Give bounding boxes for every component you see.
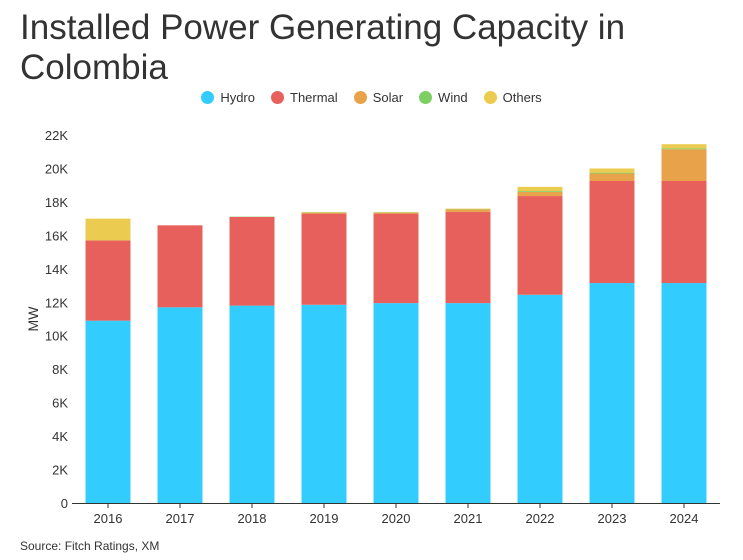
bar-hydro-2022 [517,294,563,503]
legend-label-others: Others [502,90,542,105]
legend-item-others[interactable]: Others [483,90,542,105]
legend-label-thermal: Thermal [290,90,338,105]
bar-thermal-2016 [85,240,131,321]
legend-item-hydro[interactable]: Hydro [201,90,255,105]
bar-solar-2020 [373,212,419,214]
y-tick-label: 20K [45,161,68,176]
y-tick-label: 12K [45,295,68,310]
bar-hydro-2017 [157,307,203,503]
bar-solar-2023 [589,173,635,181]
y-tick-label: 10K [45,329,68,344]
bar-hydro-2016 [85,320,131,503]
bar-others-2023 [589,168,635,173]
legend-label-solar: Solar [372,90,404,105]
bar-others-2020 [373,211,419,213]
y-tick-label: 18K [45,195,68,210]
bar-hydro-2023 [589,283,635,503]
source-note: Source: Fitch Ratings, XM [20,539,160,553]
y-tick-label: 2K [52,463,68,478]
bar-thermal-2017 [157,225,203,308]
bar-solar-2022 [517,191,563,197]
bar-solar-2019 [301,212,347,214]
bar-hydro-2019 [301,304,347,503]
bar-thermal-2022 [517,196,563,295]
bar-thermal-2023 [589,181,635,284]
bar-solar-2021 [445,209,491,212]
bar-hydro-2018 [229,305,275,503]
legend-swatch-wind [419,91,433,104]
x-tick-label-2018: 2018 [238,511,267,526]
bar-wind-2022 [517,191,563,192]
bar-thermal-2021 [445,211,491,304]
y-tick-label: 14K [45,262,68,277]
x-tick-label-2021: 2021 [454,511,483,526]
bar-hydro-2024 [661,283,707,503]
legend-item-wind[interactable]: Wind [419,90,468,105]
x-tick-label-2022: 2022 [526,511,555,526]
bar-wind-2023 [589,172,635,174]
bar-wind-2024 [661,148,707,150]
bar-solar-2024 [661,149,707,181]
legend-label-wind: Wind [438,90,468,105]
legend-swatch-solar [353,91,367,104]
bar-thermal-2019 [301,213,347,305]
bar-thermal-2024 [661,181,707,284]
y-tick-label: 22K [45,128,68,143]
y-tick-label: 6K [52,396,68,411]
x-tick-label-2016: 2016 [94,511,123,526]
legend-item-solar[interactable]: Solar [353,90,404,105]
y-tick-label: 16K [45,228,68,243]
legend: Hydro Thermal Solar Wind Others [0,90,743,105]
bar-others-2022 [517,186,563,192]
x-tick-label-2024: 2024 [670,511,699,526]
legend-item-thermal[interactable]: Thermal [271,90,338,105]
bar-others-2021 [445,208,491,210]
bar-hydro-2020 [373,303,419,503]
bar-hydro-2021 [445,303,491,503]
bar-thermal-2018 [229,216,275,306]
bar-others-2019 [301,211,347,213]
y-tick-label: 4K [52,429,68,444]
legend-swatch-others [483,91,497,104]
x-tick-label-2020: 2020 [382,511,411,526]
legend-swatch-thermal [271,91,284,104]
y-tick-label: 8K [52,362,68,377]
y-tick-label: 0 [61,496,68,511]
legend-swatch-hydro [201,91,215,104]
chart-title: Installed Power Generating Capacity in C… [20,8,626,87]
x-tick-label-2019: 2019 [310,511,339,526]
x-tick-label-2023: 2023 [598,511,627,526]
bar-others-2016 [85,218,131,241]
legend-label-hydro: Hydro [220,90,255,105]
x-tick-label-2017: 2017 [166,511,195,526]
bar-thermal-2020 [373,213,419,304]
bar-others-2024 [661,144,707,149]
y-axis-title: MW [25,306,41,332]
